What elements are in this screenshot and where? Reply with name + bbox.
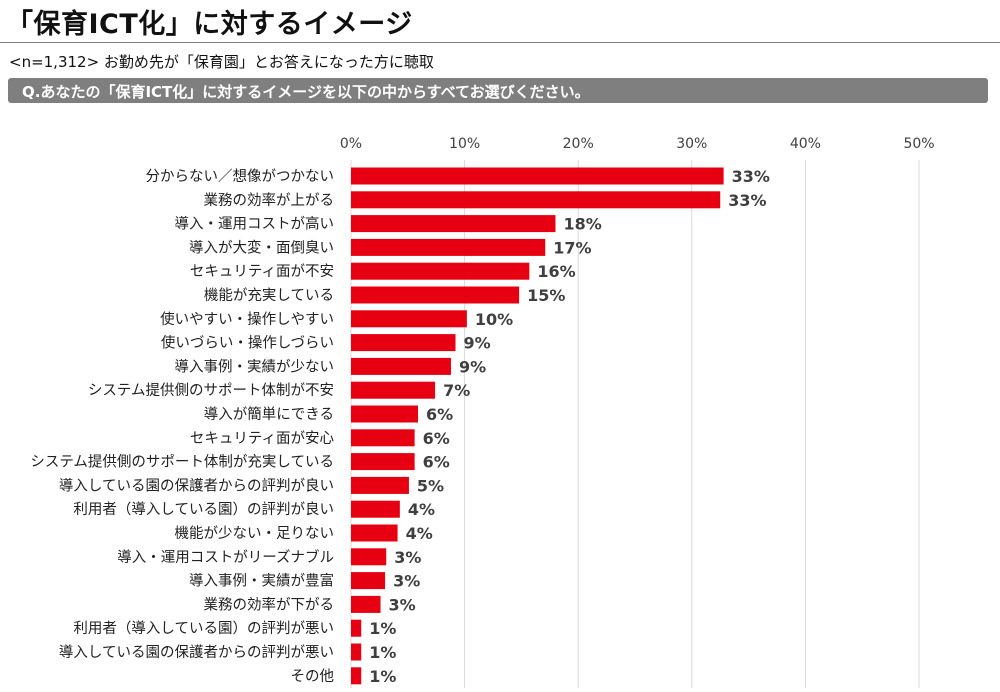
category-label: 機能が少ない・足りない bbox=[175, 525, 335, 542]
bar bbox=[351, 524, 398, 542]
data-label: 1% bbox=[369, 643, 396, 662]
category-label: システム提供側のサポート体制が不安 bbox=[88, 382, 334, 399]
data-label: 4% bbox=[406, 524, 433, 543]
x-tick-label: 30% bbox=[676, 136, 707, 152]
data-label: 9% bbox=[459, 357, 486, 376]
bar bbox=[351, 286, 520, 304]
data-label: 16% bbox=[537, 262, 575, 281]
category-label: 業務の効率が下がる bbox=[204, 596, 335, 613]
bar bbox=[351, 334, 456, 352]
category-label: その他 bbox=[291, 668, 335, 685]
data-label: 3% bbox=[389, 595, 416, 614]
category-label: セキュリティ面が安心 bbox=[190, 430, 334, 447]
category-label: 分からない／想像がつかない bbox=[146, 168, 335, 185]
data-label: 6% bbox=[423, 429, 450, 448]
sample-size-note: <n=1,312> お勤め先が「保育園」とお答えになった方に聴取 bbox=[9, 53, 434, 71]
data-label: 4% bbox=[408, 500, 435, 519]
bar bbox=[351, 548, 387, 566]
x-tick-label: 40% bbox=[790, 136, 821, 152]
bar bbox=[351, 381, 436, 399]
bar bbox=[351, 667, 362, 685]
category-label: 導入している園の保護者からの評判が良い bbox=[59, 477, 334, 494]
x-tick-label: 20% bbox=[563, 136, 594, 152]
category-label: 導入事例・実績が少ない bbox=[175, 358, 335, 375]
bar bbox=[351, 215, 556, 233]
bar bbox=[351, 453, 415, 471]
data-label: 6% bbox=[426, 405, 453, 424]
bar bbox=[351, 167, 724, 185]
data-label: 33% bbox=[732, 167, 770, 186]
bar bbox=[351, 500, 400, 518]
category-label: 機能が充実している bbox=[204, 287, 334, 304]
category-label: 導入・運用コストが高い bbox=[175, 216, 335, 233]
x-tick-label: 0% bbox=[340, 136, 362, 152]
bar bbox=[351, 191, 721, 209]
data-label: 3% bbox=[393, 572, 420, 591]
data-label: 10% bbox=[475, 310, 513, 329]
bar bbox=[351, 643, 362, 661]
data-label: 1% bbox=[369, 667, 396, 686]
data-label: 7% bbox=[443, 381, 470, 400]
bar bbox=[351, 238, 546, 256]
bar bbox=[351, 476, 409, 494]
category-label: 利用者（導入している園）の評判が悪い bbox=[73, 620, 334, 637]
bar bbox=[351, 572, 386, 590]
category-label: 導入・運用コストがリーズナブル bbox=[117, 548, 334, 566]
question-text: Q.あなたの「保育ICT化」に対するイメージを以下の中からすべてお選びください。 bbox=[22, 83, 590, 101]
page-title: 「保育ICT化」に対するイメージ bbox=[6, 9, 413, 40]
category-label: 導入している園の保護者からの評判が悪い bbox=[59, 644, 334, 661]
data-label: 18% bbox=[563, 215, 601, 234]
data-label: 6% bbox=[423, 453, 450, 472]
category-label: 業務の効率が上がる bbox=[204, 192, 335, 209]
category-label: 導入が大変・面倒臭い bbox=[189, 239, 334, 256]
bar bbox=[351, 262, 530, 280]
category-label: システム提供側のサポート体制が充実している bbox=[30, 454, 334, 471]
bar bbox=[351, 405, 419, 423]
bar bbox=[351, 357, 451, 375]
data-label: 17% bbox=[553, 238, 591, 257]
bar bbox=[351, 310, 467, 328]
category-label: 導入事例・実績が豊富 bbox=[189, 572, 334, 590]
category-label: 利用者（導入している園）の評判が良い bbox=[73, 501, 334, 518]
category-label: 使いやすい・操作しやすい bbox=[160, 311, 334, 328]
title-divider bbox=[0, 42, 1000, 43]
data-label: 9% bbox=[464, 334, 491, 353]
bar bbox=[351, 619, 362, 637]
data-label: 3% bbox=[394, 548, 421, 567]
x-tick-label: 10% bbox=[449, 136, 480, 152]
category-label: 導入が簡単にできる bbox=[204, 406, 334, 423]
x-tick-label: 50% bbox=[903, 136, 934, 152]
category-label: セキュリティ面が不安 bbox=[190, 263, 334, 280]
question-banner: Q.あなたの「保育ICT化」に対するイメージを以下の中からすべてお選びください。 bbox=[8, 78, 988, 103]
data-label: 5% bbox=[417, 476, 444, 495]
bar bbox=[351, 595, 381, 613]
data-label: 33% bbox=[728, 191, 766, 210]
bar bbox=[351, 429, 415, 447]
data-label: 15% bbox=[527, 286, 565, 305]
data-label: 1% bbox=[369, 619, 396, 638]
category-label: 使いづらい・操作しづらい bbox=[161, 335, 334, 352]
